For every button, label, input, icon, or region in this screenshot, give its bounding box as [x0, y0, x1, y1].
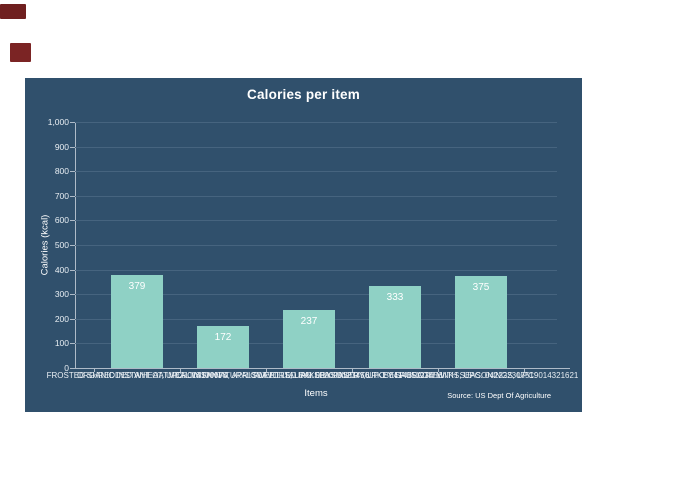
y-tick-label: 100 [54, 338, 69, 349]
x-category-label: ORGANIC INSTANT OATMEAL WITH NATURAL FLA… [76, 371, 370, 380]
x-axis-tick [438, 368, 439, 372]
chart-title: Calories per item [247, 87, 360, 102]
artifact-mark [0, 4, 26, 19]
gridline [75, 146, 557, 148]
bar-value-label: 333 [386, 292, 404, 304]
y-axis-tick [70, 343, 75, 345]
y-axis-tick [70, 245, 75, 246]
y-tick-label: 700 [54, 190, 69, 201]
x-axis-tick [524, 368, 525, 372]
bar-value-label: 172 [214, 331, 232, 343]
x-axis-tick [266, 368, 267, 372]
y-axis-tick [70, 220, 75, 222]
y-tick-label: 500 [54, 240, 69, 250]
gridline [75, 220, 557, 222]
x-axis-tick [352, 368, 353, 372]
y-tick-label: 200 [54, 313, 69, 324]
gridline [75, 171, 557, 173]
bar-4[interactable] [369, 286, 421, 368]
bar-3[interactable] [283, 309, 335, 368]
gridline [75, 269, 557, 271]
x-axis-line [75, 368, 570, 369]
x-axis-tick [94, 368, 95, 372]
y-axis-tick [70, 171, 75, 173]
y-tick-label: 300 [54, 289, 69, 300]
source-note: Source: US Dept Of Agriculture [447, 391, 551, 400]
bar-2[interactable] [197, 325, 249, 368]
y-tick-label: 600 [54, 215, 69, 226]
y-axis-tick [70, 294, 75, 296]
gridline [75, 122, 557, 123]
y-axis-tick [70, 122, 75, 123]
bar-1[interactable] [111, 274, 163, 368]
y-axis-tick [70, 368, 75, 369]
bar-5[interactable] [455, 275, 507, 368]
y-axis-tick [70, 146, 75, 148]
bar-value-label: 237 [300, 315, 318, 327]
y-tick-label: 400 [54, 264, 69, 275]
x-category-label: FROSTED SHREDDED WHEAT, UPC: 014100074 [46, 371, 228, 380]
x-category-label: SWEET ITALIAN SEASONED TURKEY SAUSAGE LI… [251, 371, 539, 380]
x-axis-title: Items [304, 388, 328, 399]
x-category-label: CROISSANTS, APRICOT FILLED BAKERY PASTRY… [175, 371, 443, 380]
gridline [75, 294, 557, 296]
y-axis-tick [70, 195, 75, 197]
x-category-label: BEEF BROTH WITH SEASONINGS, UPC: 0143216… [383, 371, 579, 380]
y-tick-label: 800 [54, 166, 69, 177]
y-axis-tick [70, 269, 75, 271]
y-axis-tick [70, 318, 75, 320]
y-tick-label: 1,000 [47, 117, 69, 127]
bar-value-label: 375 [472, 281, 490, 293]
x-axis-tick [180, 368, 181, 372]
y-tick-label: 900 [54, 141, 69, 152]
chart-panel: Calories per item Calories (kcal) 0 100 20… [25, 78, 582, 412]
bar-value-label: 379 [128, 280, 146, 292]
y-tick-label: 0 [64, 363, 69, 373]
artifact-mark [10, 43, 31, 62]
gridline [75, 195, 557, 197]
gridline [75, 245, 557, 246]
